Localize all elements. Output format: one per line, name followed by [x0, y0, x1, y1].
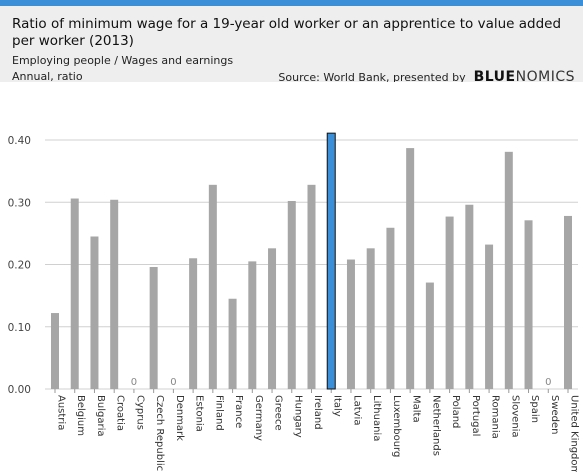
zero-value-label: 0 [170, 377, 176, 388]
bar-chart: 0.00 0.10 0.20 0.30 0.40 Austria Belgium Bulgar… [8, 132, 580, 472]
x-tick-label: Ireland [312, 395, 323, 430]
bar-poland [445, 216, 454, 389]
bar-slovenia [504, 151, 513, 389]
bar-spain [524, 220, 533, 389]
x-tick-label: Luxembourg [391, 395, 402, 457]
zero-value-label: 0 [131, 377, 137, 388]
chart-title: Ratio of minimum wage for a 19-year old … [12, 16, 562, 49]
x-tick-label: Austria [56, 395, 67, 430]
x-tick-label: Hungary [292, 395, 303, 438]
zero-value-label: 0 [545, 377, 551, 388]
x-tick-label: Malta [411, 395, 422, 423]
bar-italy [326, 132, 336, 390]
bar-germany [248, 261, 257, 389]
x-tick-label: Romania [490, 395, 501, 439]
bar-ireland [307, 184, 316, 389]
bar-greece [268, 248, 277, 389]
x-tick-label: Latvia [351, 395, 362, 425]
x-tick-label: Greece [273, 395, 284, 431]
chart-header: Ratio of minimum wage for a 19-year old … [0, 6, 583, 82]
x-tick-label: Finland [213, 395, 224, 431]
y-tick-label: 0.40 [8, 135, 31, 147]
bar-finland [208, 184, 217, 389]
x-tick-label: Slovenia [509, 395, 520, 438]
x-tick-label: Estonia [194, 395, 205, 432]
bar-hungary [287, 201, 296, 389]
bar-bulgaria [90, 236, 99, 389]
x-tick-label: Belgium [75, 395, 86, 436]
brand-logo-part-1: BLUE [473, 69, 516, 82]
chart-unit: Annual, ratio [12, 70, 83, 82]
bar-malta [406, 148, 415, 389]
x-tick-label: Bulgaria [95, 395, 106, 436]
bar-france [228, 298, 237, 389]
x-tick-label: Czech Republic [154, 395, 165, 471]
brand-logo[interactable]: BLUENOMICS [474, 69, 575, 82]
accent-top-bar [0, 0, 583, 6]
x-tick-label: Cyprus [134, 395, 145, 430]
y-tick-label: 0.10 [8, 322, 31, 334]
bar-portugal [465, 204, 474, 389]
source-text: Source: World Bank, presented by [278, 71, 466, 82]
bar-luxembourg [386, 227, 395, 389]
x-tick-label: United Kingdom [569, 395, 580, 472]
x-tick-label: France [233, 395, 244, 428]
bar-lithuania [366, 248, 375, 389]
bar-estonia [189, 258, 198, 389]
chart-category: Employing people / Wages and earnings [12, 54, 234, 67]
x-tick-label: Italy [332, 395, 343, 417]
x-tick-label: Lithuania [371, 395, 382, 441]
bar-latvia [346, 259, 355, 389]
y-tick-label: 0.30 [8, 197, 31, 209]
x-tick-label: Netherlands [430, 395, 441, 456]
bar-netherlands [425, 282, 434, 389]
bar-austria [51, 313, 59, 389]
x-tick-label: Croatia [115, 395, 126, 431]
x-tick-label: Poland [450, 395, 461, 428]
y-tick-label: 0.00 [8, 384, 31, 396]
bar-belgium [70, 198, 79, 389]
x-tick-label: Spain [529, 395, 540, 423]
y-tick-label: 0.20 [8, 260, 31, 272]
bar-croatia [110, 199, 119, 389]
x-tick-label: Germany [253, 395, 264, 441]
bar-romania [485, 244, 494, 389]
brand-logo-part-2: NOMICS [515, 69, 575, 82]
bar-united-kingdom [564, 215, 572, 389]
x-tick-label: Sweden [549, 395, 560, 435]
source-credit: Source: World Bank, presented by BLUENOM… [278, 69, 575, 82]
x-tick-label: Denmark [174, 395, 185, 441]
bar-czech-republic [149, 266, 158, 389]
x-tick-label: Portugal [470, 395, 481, 436]
